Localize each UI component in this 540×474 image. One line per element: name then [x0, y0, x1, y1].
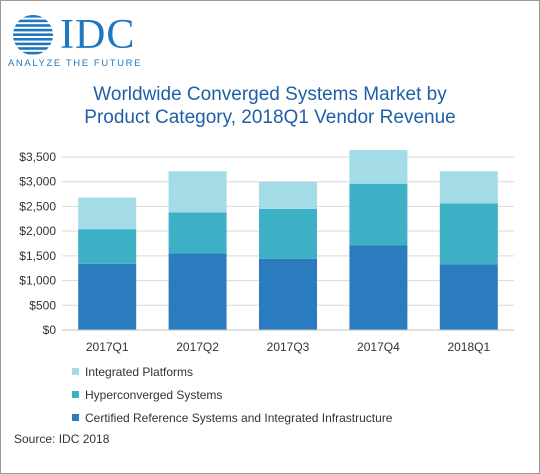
y-tick-label: $500 [29, 298, 56, 312]
y-tick-label: $1,000 [19, 274, 56, 288]
legend-item: Hyperconverged Systems [72, 385, 392, 405]
bar-segment [439, 171, 498, 204]
x-tick-label: 2017Q4 [357, 340, 400, 354]
bar-segment [259, 258, 317, 330]
bar-segment [439, 264, 498, 330]
legend-label: Certified Reference Systems and Integrat… [85, 411, 393, 425]
y-tick-label: $3,500 [19, 150, 56, 164]
y-tick-label: $1,500 [19, 249, 56, 263]
source-note: Source: IDC 2018 [14, 432, 110, 446]
x-tick-label: 2017Q3 [267, 340, 310, 354]
legend-swatch [72, 391, 79, 399]
y-tick-label: $3,000 [19, 175, 56, 189]
bar-segment [168, 171, 227, 213]
bar-segment [259, 181, 317, 209]
x-tick-label: 2018Q1 [447, 340, 490, 354]
y-tick-label: $0 [43, 323, 57, 337]
chart-legend: Integrated Platforms Hyperconverged Syste… [72, 362, 392, 431]
bar-segment [78, 197, 137, 230]
chart-title-line-1: Worldwide Converged Systems Market by [93, 84, 447, 105]
bar-segment [349, 245, 408, 330]
globe-icon [13, 15, 53, 55]
bar-segment [439, 203, 498, 265]
bar-segment [349, 183, 408, 246]
legend-swatch [72, 368, 79, 376]
bar-segment [168, 212, 227, 254]
bar-segment [78, 263, 137, 330]
y-tick-label: $2,000 [19, 224, 56, 238]
legend-item: Integrated Platforms [72, 362, 392, 382]
legend-label: Integrated Platforms [85, 365, 194, 379]
bar-segment [259, 208, 317, 259]
bar-segment [349, 150, 408, 184]
legend-item: Certified Reference Systems and Integrat… [72, 408, 392, 428]
x-tick-label: 2017Q1 [86, 340, 129, 354]
chart-title-line-2: Product Category, 2018Q1 Vendor Revenue [84, 107, 456, 128]
bar-segment [78, 229, 137, 264]
idc-logo: IDC ANALYZE THE FUTURE [8, 12, 158, 72]
bar-segment [168, 253, 227, 330]
logo-name: IDC [60, 12, 136, 58]
chart-title: Worldwide Converged Systems Market by Pr… [0, 83, 540, 129]
y-tick-label: $2,500 [19, 199, 56, 213]
legend-label: Hyperconverged Systems [85, 388, 223, 402]
logo-tagline: ANALYZE THE FUTURE [8, 58, 143, 69]
x-tick-label: 2017Q2 [176, 340, 219, 354]
legend-swatch [72, 414, 79, 422]
